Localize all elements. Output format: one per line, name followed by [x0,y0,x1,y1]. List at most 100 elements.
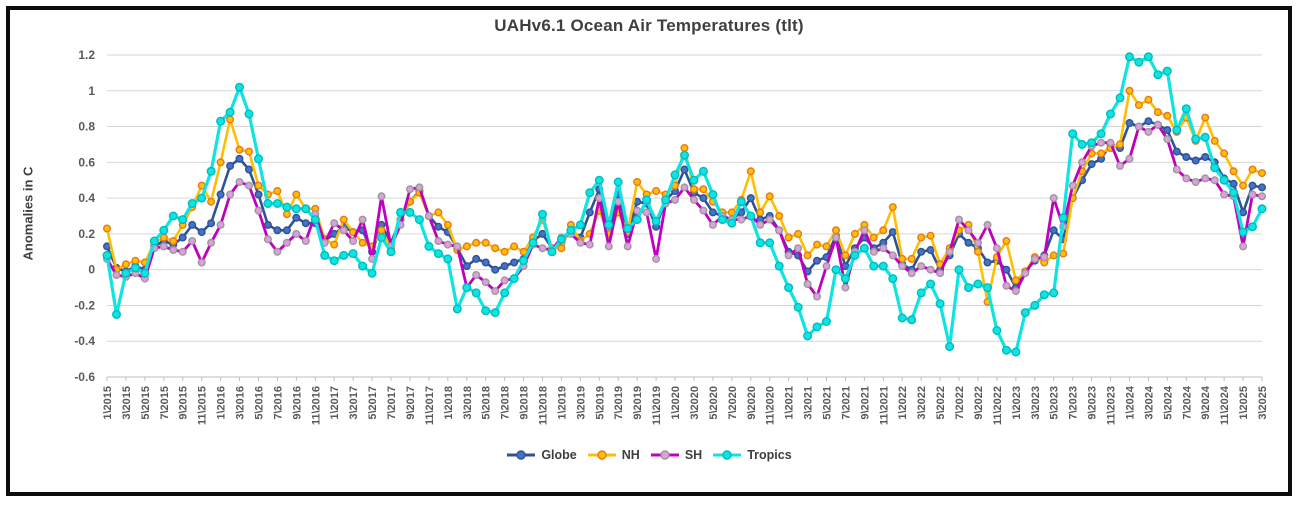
data-point [1030,300,1040,310]
data-point [699,194,708,203]
data-point [348,249,358,259]
data-point [301,236,310,245]
data-point [784,251,793,260]
data-point [1172,125,1182,135]
data-point [974,247,983,256]
legend-item-nh[interactable]: NH [587,448,640,462]
x-tick-label: 3\2019 [575,386,587,420]
data-point [964,238,973,247]
data-point [112,271,121,280]
data-point [188,220,197,229]
data-point [671,195,680,204]
series-tropics-markers [102,52,1267,357]
data-point [1238,227,1248,237]
data-point [234,82,244,92]
data-point [301,219,310,228]
x-tick-label: 7\2022 [954,386,966,420]
x-tick-label: 7\2024 [1181,385,1193,420]
data-point [434,236,443,245]
data-point [708,189,718,199]
data-point [433,249,443,259]
x-tick-label: 11\2020 [765,386,777,425]
x-tick-label: 1\2017 [329,386,341,420]
data-point [244,165,253,174]
data-point [481,278,490,287]
data-point [1105,109,1115,119]
series-nh-line [105,89,1263,304]
data-point [443,240,452,249]
data-point [1257,192,1266,201]
data-point [1181,104,1191,114]
data-point [917,233,926,242]
data-point [813,292,822,301]
data-point [1087,138,1097,148]
y-tick-label: 0.6 [78,155,95,169]
data-point [680,150,690,160]
data-point [491,265,500,274]
x-tick-label: 3\2021 [803,386,815,420]
data-point [983,258,992,267]
data-point [680,143,689,152]
data-point [680,165,689,174]
data-point [1011,347,1021,357]
data-point [235,145,244,154]
data-point [1210,136,1219,145]
chart-title: UAHv6.1 Ocean Air Temperatures (tlt) [494,16,804,35]
data-point [168,211,178,221]
data-point [500,276,509,285]
data-point [869,261,879,271]
x-tick-label: 9\2019 [632,386,644,420]
data-point [291,204,301,214]
data-point [832,233,841,242]
data-point [1144,95,1153,104]
data-point [509,274,519,284]
legend-item-sh[interactable]: SH [650,448,702,462]
data-point [207,197,216,206]
chart-frame: UAHv6.1 Ocean Air Temperatures (tlt) Ano… [6,6,1292,496]
data-point [556,234,566,244]
data-point [188,236,197,245]
data-point [1134,101,1143,110]
legend-label-tropics: Tropics [747,448,792,462]
data-point [1182,174,1191,183]
data-point [197,228,206,237]
data-point [935,299,945,309]
data-point [329,256,339,266]
data-point [690,185,699,194]
data-point [1097,138,1106,147]
data-point [253,154,263,164]
legend-item-tropics[interactable]: Tropics [712,448,792,462]
data-point [169,236,178,245]
data-point [538,229,547,238]
x-tick-label: 11\2016 [310,386,322,425]
data-point [292,190,301,199]
data-point [207,238,216,247]
x-tick-label: 7\2016 [272,386,284,420]
data-point [992,244,1001,253]
data-point [1077,139,1087,149]
data-point [528,238,538,248]
y-tick-label: 1.2 [78,48,95,62]
data-point [263,198,273,208]
x-tick-label: 1\2016 [216,386,228,420]
data-point [1163,126,1172,135]
x-tick-label: 7\2021 [840,386,852,420]
data-point [1020,308,1030,318]
legend-item-globe[interactable]: Globe [506,448,577,462]
y-tick-label: 0 [88,263,95,277]
x-tick-label: 11\2017 [424,386,436,425]
data-point [869,233,878,242]
data-point [1219,175,1229,185]
data-point [831,265,841,275]
data-point [1163,111,1172,120]
data-point [1087,160,1096,169]
y-tick-label: 0.2 [78,227,95,241]
data-point [282,226,291,235]
data-point [1210,163,1220,173]
data-point [244,147,253,156]
x-tick-label: 3\2016 [235,386,247,420]
data-point [396,207,406,217]
data-point [803,280,812,289]
data-point [254,206,263,215]
data-point [652,186,661,195]
